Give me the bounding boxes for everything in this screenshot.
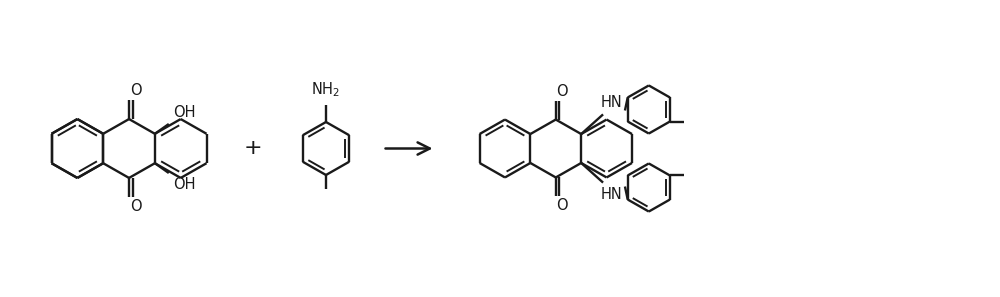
- Text: OH: OH: [173, 177, 195, 192]
- Text: NH$_2$: NH$_2$: [311, 81, 340, 99]
- Text: O: O: [130, 199, 142, 214]
- Text: HN: HN: [601, 187, 623, 202]
- Text: HN: HN: [601, 95, 623, 110]
- Text: O: O: [130, 83, 142, 98]
- Text: OH: OH: [173, 105, 195, 120]
- Text: O: O: [556, 84, 568, 99]
- Text: O: O: [556, 198, 568, 213]
- Text: +: +: [244, 138, 263, 159]
